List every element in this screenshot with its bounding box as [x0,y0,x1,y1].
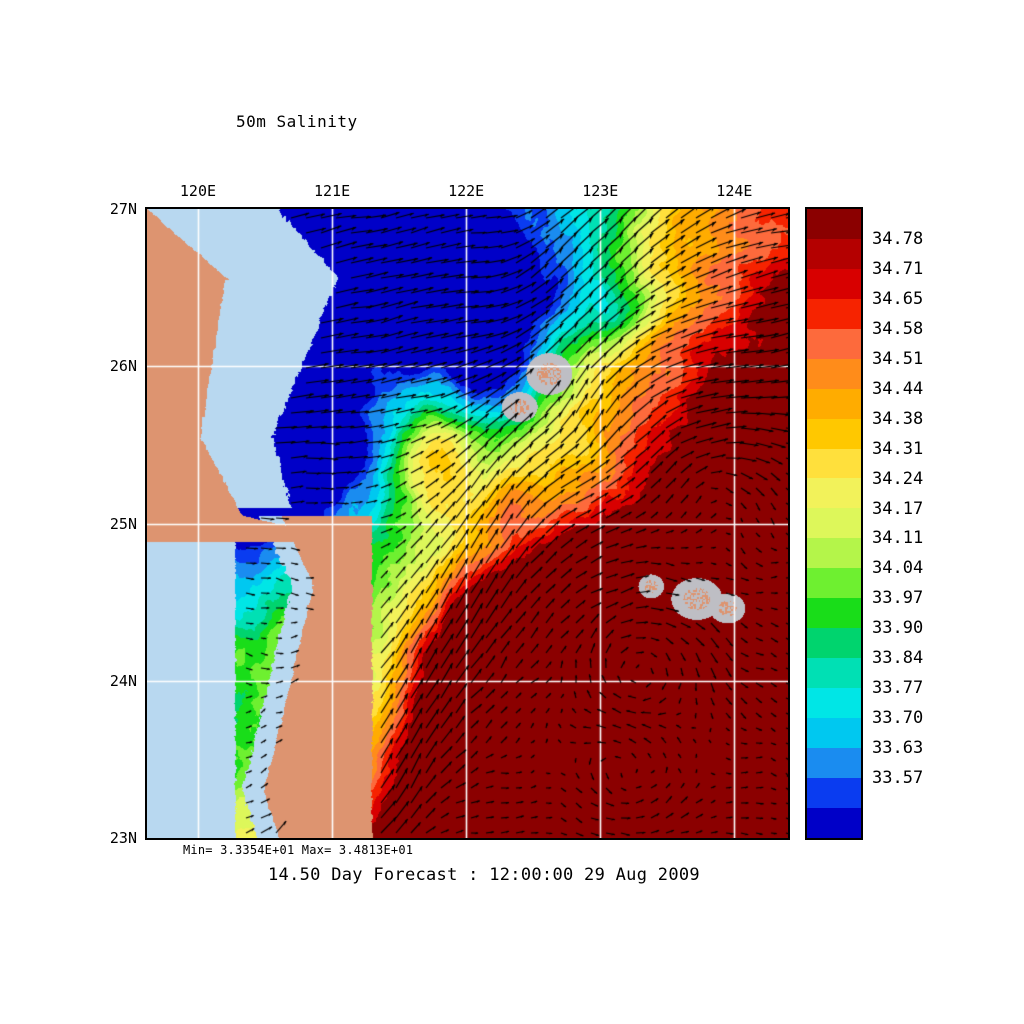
colorbar-label-8: 34.24 [872,468,924,489]
colorbar-band-7 [807,418,861,449]
page-title: 50m Salinity [236,112,358,131]
map-plot-area: 100 cm/s [145,207,790,840]
colorbar-label-7: 34.31 [872,438,924,459]
colorbar-band-3 [807,298,861,329]
colorbar-label-12: 33.97 [872,588,924,609]
colorbar-tick-labels: 34.78 34.71 34.65 34.58 34.51 34.44 34.38 34.31… [872,207,992,840]
colorbar-label-2: 34.65 [872,288,924,309]
y-tick-label-0: 27N [109,200,137,218]
colorbar-label-13: 33.90 [872,618,924,639]
x-tick-label-1: 121E [313,182,351,200]
x-tick-label-3: 123E [582,182,619,200]
colorbar-label-15: 33.77 [872,678,924,699]
salinity-field-canvas [147,209,788,838]
x-tick-label-0: 120E [179,182,217,200]
colorbar [805,207,863,840]
colorbar-label-10: 34.11 [872,528,924,549]
colorbar-band-13 [807,598,861,629]
colorbar-label-0: 34.78 [872,228,924,249]
forecast-timestamp: 14.50 Day Forecast : 12:00:00 29 Aug 200… [268,865,700,885]
colorbar-label-9: 34.17 [872,498,924,519]
colorbar-band-17 [807,717,861,748]
colorbar-label-18: 33.57 [872,768,924,789]
colorbar-band-19 [807,777,861,808]
y-tick-label-4: 23N [109,829,137,847]
x-tick-label-4: 124E [716,182,753,200]
colorbar-band-12 [807,568,861,599]
colorbar-label-3: 34.58 [872,318,924,339]
colorbar-band-1 [807,238,861,269]
colorbar-band-15 [807,658,861,688]
y-tick-label-2: 25N [109,514,137,533]
colorbar-label-5: 34.44 [872,378,924,399]
colorbar-band-14 [807,628,861,659]
colorbar-label-11: 34.04 [872,558,924,579]
colorbar-label-17: 33.63 [872,738,924,759]
minmax-annotation: Min= 3.3354E+01 Max= 3.4813E+01 [183,843,414,857]
colorbar-band-20 [807,807,861,838]
x-tick-label-2: 122E [448,182,485,200]
colorbar-label-6: 34.38 [872,408,924,429]
colorbar-band-6 [807,388,861,419]
colorbar-band-5 [807,358,861,389]
colorbar-label-1: 34.71 [872,258,924,279]
colorbar-band-4 [807,328,861,359]
colorbar-band-0 [807,209,861,239]
colorbar-band-9 [807,478,861,509]
colorbar-band-8 [807,448,861,479]
colorbar-label-16: 33.70 [872,708,924,729]
colorbar-label-14: 33.84 [872,648,924,669]
colorbar-label-4: 34.51 [872,348,924,369]
colorbar-band-10 [807,508,861,539]
y-tick-label-1: 26N [109,357,137,376]
y-tick-label-3: 24N [109,671,137,690]
colorbar-band-18 [807,747,861,778]
colorbar-band-2 [807,268,861,299]
colorbar-band-11 [807,538,861,569]
colorbar-band-16 [807,688,861,718]
